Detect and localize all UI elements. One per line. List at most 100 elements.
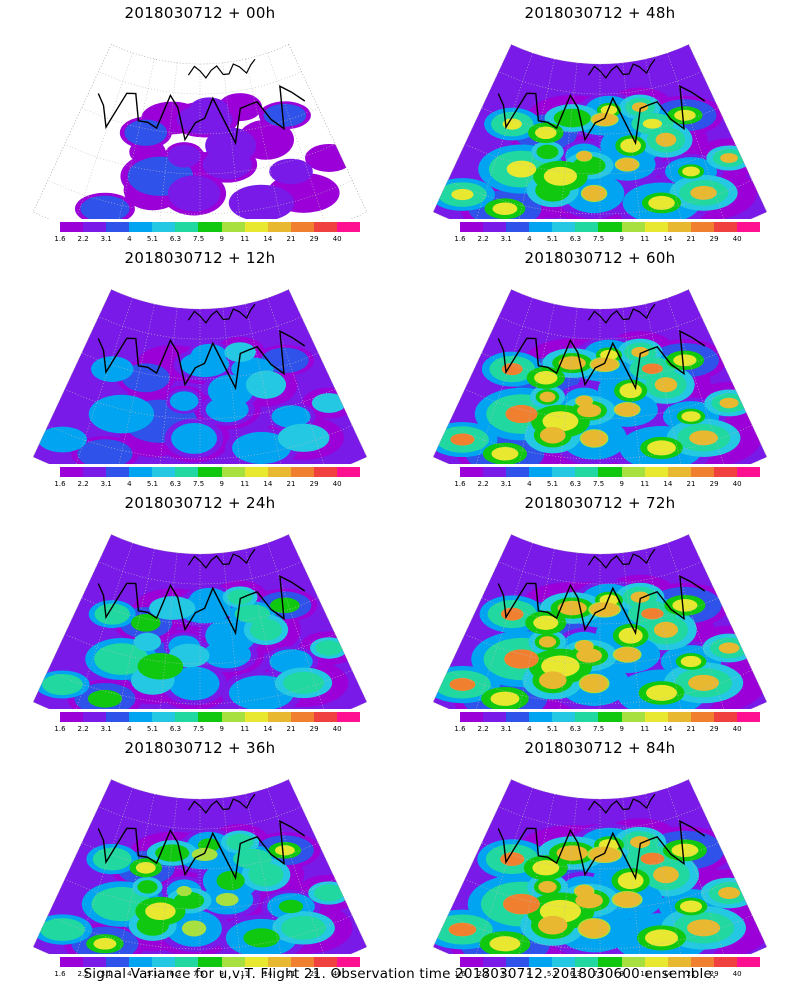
meridian-line [667, 52, 728, 219]
variance-contour [543, 166, 578, 186]
variance-contour [449, 678, 476, 691]
colorbar-tick-label: 3.1 [100, 725, 112, 733]
colorbar-swatch [529, 467, 553, 477]
panel-title: 2018030712 + 72h [524, 494, 676, 512]
colorbar-tick-label: 4 [527, 480, 532, 488]
variance-contour [203, 640, 251, 669]
colorbar-swatch [506, 957, 530, 967]
colorbar-tick-label: 21 [686, 235, 696, 243]
variance-contour [243, 928, 280, 948]
variance-contour [169, 391, 199, 411]
colorbar-swatch [713, 222, 737, 232]
map-panel: 2018030712 + 60h 1.6 2.2 3.1 4 5.1 6.3 7.5 9 11 14… [400, 245, 800, 490]
colorbar-tick-label: 2.2 [477, 480, 489, 488]
meridian-line [222, 307, 244, 464]
colorbar [460, 712, 761, 724]
variance-contour [689, 430, 718, 446]
variance-map [432, 43, 768, 219]
variance-contour [271, 405, 311, 428]
variance-contour [576, 151, 592, 161]
variance-contour [619, 383, 642, 399]
variance-contour [646, 684, 678, 701]
colorbar-swatch [313, 467, 337, 477]
meridian-line [622, 62, 644, 219]
colorbar-tick-label: 6.3 [569, 480, 582, 488]
variance-contour [653, 621, 679, 638]
variance-contour [202, 149, 252, 180]
arctic-islands [187, 548, 256, 569]
colorbar-tick-label: 40 [732, 235, 742, 243]
meridian-line [114, 548, 155, 709]
variance-contour [226, 833, 254, 851]
meridian-line [472, 52, 533, 219]
variance-contour [679, 900, 703, 913]
variance-contour [615, 402, 640, 417]
colorbar-tick-label: 7.5 [593, 235, 605, 243]
colorbar-tick-label: 7.5 [193, 480, 205, 488]
variance-contour [576, 395, 593, 407]
colorbar-swatch [175, 467, 199, 477]
colorbar-tick-label: 40 [732, 970, 742, 978]
colorbar-tick-label: 9 [219, 725, 224, 733]
colorbar-tick-label: 11 [240, 235, 250, 243]
variance-contour [581, 430, 607, 447]
meridian-line [222, 62, 244, 219]
colorbar-tick-label: 4 [527, 970, 532, 978]
meridian-line [514, 58, 555, 219]
coastline [97, 84, 306, 146]
colorbar-tick-label: 6.3 [169, 970, 182, 978]
variance-contour [617, 872, 644, 890]
meridian-line [245, 303, 286, 464]
colorbar-swatch [552, 712, 576, 722]
variance-contour [533, 615, 559, 630]
variance-contour [644, 929, 679, 947]
colorbar-tick-label: 1.6 [54, 725, 66, 733]
meridian-line [556, 307, 578, 464]
colorbar-swatch [644, 222, 668, 232]
colorbar [60, 957, 361, 969]
variance-contour [654, 377, 678, 393]
colorbar-tick-label: 1.6 [454, 480, 466, 488]
meridian-line [556, 62, 578, 219]
colorbar-swatch [506, 467, 530, 477]
colorbar-swatch [106, 957, 130, 967]
variance-contour [539, 391, 556, 403]
colorbar-swatch [83, 712, 107, 722]
colorbar-tick-label: 5.1 [146, 725, 158, 733]
colorbar-tick-label: 11 [640, 235, 650, 243]
colorbar-swatch [506, 712, 530, 722]
map-panel: 2018030712 + 00h 1.6 2.2 3.1 4 5.1 6.3 7.5 9 11 14… [0, 0, 400, 245]
variance-contour [94, 643, 149, 675]
meridian-line [622, 552, 644, 709]
colorbar-tick-label: 1.6 [54, 235, 66, 243]
variance-contour [149, 596, 196, 620]
variance-contour [39, 918, 85, 941]
colorbar-labels: 1.6 2.2 3.1 4 5.1 6.3 7.5 9 11 14 21 29 40 [54, 480, 366, 490]
colorbar-swatch [83, 957, 107, 967]
colorbar-tick-label: 9 [619, 970, 624, 978]
variance-contour [614, 647, 641, 662]
colorbar-labels: 1.6 2.2 3.1 4 5.1 6.3 7.5 9 11 14 21 29 40 [454, 235, 766, 245]
colorbar-swatch [152, 467, 176, 477]
parallel-line [64, 143, 336, 175]
colorbar-swatch [506, 222, 530, 232]
colorbar-swatch [690, 222, 714, 232]
coastline [97, 574, 306, 636]
variance-contour [629, 836, 651, 849]
colorbar-tick-label: 6.3 [569, 235, 582, 243]
arctic-islands [187, 793, 256, 814]
meridian-line [245, 58, 286, 219]
variance-contour [600, 105, 618, 115]
colorbar-tick-label: 7.5 [593, 725, 605, 733]
colorbar-swatch [621, 222, 645, 232]
variance-contour [275, 845, 295, 856]
meridian-line [114, 58, 155, 219]
colorbar-tick-label: 1.6 [54, 970, 66, 978]
colorbar-tick-label: 2.2 [477, 235, 489, 243]
colorbar-swatch [106, 467, 130, 477]
coastline [497, 819, 706, 881]
colorbar-swatch [152, 957, 176, 967]
colorbar-swatch [552, 222, 576, 232]
colorbar-tick-label: 1.6 [454, 235, 466, 243]
colorbar-tick-label: 3.1 [500, 725, 512, 733]
